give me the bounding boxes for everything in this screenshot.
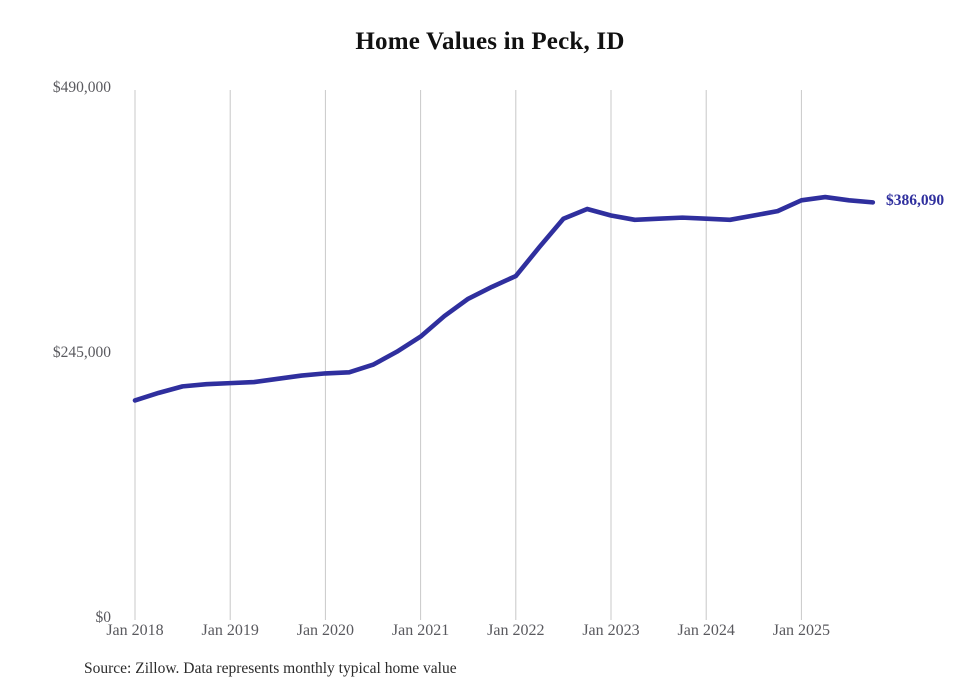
end-value-label: $386,090 [886,192,945,210]
x-tick-label: Jan 2022 [487,622,545,639]
x-tick-label: Jan 2025 [772,622,831,639]
x-tick-label: Jan 2021 [391,622,450,639]
x-tick-label: Jan 2023 [582,622,640,639]
chart-title: Home Values in Peck, ID [355,28,625,55]
x-tick-label: Jan 2018 [106,622,164,639]
x-tick-label: Jan 2019 [201,622,259,639]
y-tick-label: $490,000 [52,79,111,96]
gridlines [134,90,802,620]
y-tick-label: $245,000 [52,344,111,361]
y-tick-label: $0 [95,609,112,626]
source-note: Source: Zillow. Data represents monthly … [84,660,457,677]
x-tick-label: Jan 2020 [296,622,355,639]
home-value-line [132,194,876,403]
x-tick-label: Jan 2024 [677,622,735,639]
